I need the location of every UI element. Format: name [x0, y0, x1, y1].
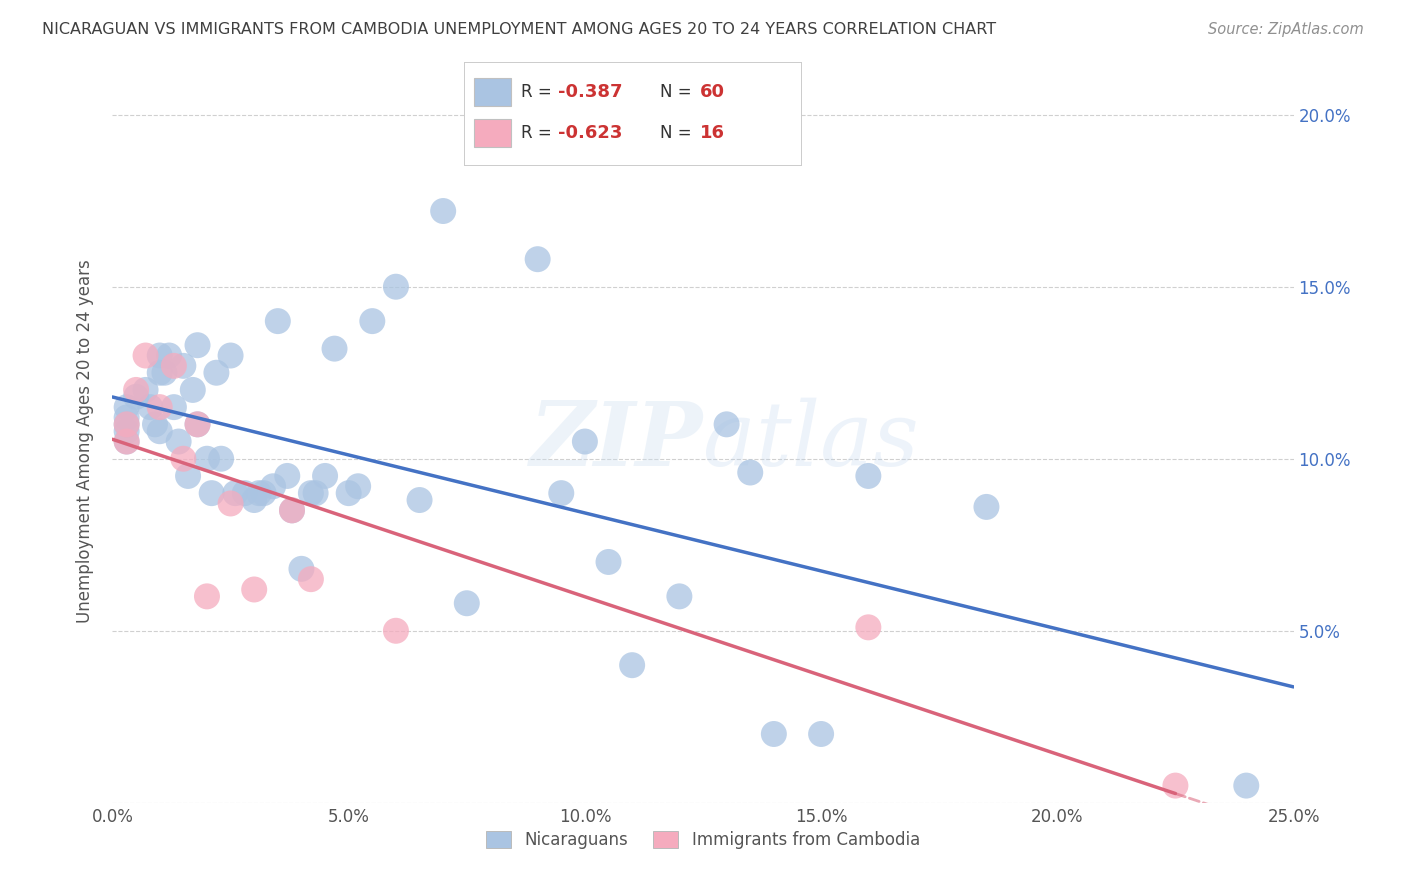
Text: NICARAGUAN VS IMMIGRANTS FROM CAMBODIA UNEMPLOYMENT AMONG AGES 20 TO 24 YEARS CO: NICARAGUAN VS IMMIGRANTS FROM CAMBODIA U…	[42, 22, 997, 37]
Point	[281, 503, 304, 517]
Point	[810, 727, 832, 741]
Point	[740, 466, 762, 480]
Point	[323, 342, 346, 356]
Point	[299, 572, 322, 586]
Point	[115, 400, 138, 414]
Point	[186, 417, 208, 432]
Point	[262, 479, 284, 493]
Point	[149, 366, 172, 380]
Point	[243, 493, 266, 508]
Text: 60: 60	[700, 83, 725, 101]
Point	[281, 503, 304, 517]
Point	[574, 434, 596, 449]
Point	[115, 417, 138, 432]
Point	[247, 486, 270, 500]
Point	[668, 590, 690, 604]
Point	[139, 400, 162, 414]
Text: 16: 16	[700, 124, 725, 142]
Point	[347, 479, 370, 493]
Point	[621, 658, 644, 673]
Point	[253, 486, 276, 500]
Point	[115, 434, 138, 449]
Text: -0.623: -0.623	[558, 124, 623, 142]
Text: N =: N =	[659, 124, 696, 142]
Point	[172, 451, 194, 466]
Point	[172, 359, 194, 373]
Point	[276, 469, 298, 483]
Point	[290, 562, 312, 576]
Point	[135, 349, 157, 363]
Point	[115, 424, 138, 438]
Point	[163, 400, 186, 414]
Point	[177, 469, 200, 483]
Point	[149, 349, 172, 363]
Point	[224, 486, 246, 500]
Text: R =: R =	[522, 124, 557, 142]
Point	[385, 624, 408, 638]
Bar	[474, 78, 512, 106]
Y-axis label: Unemployment Among Ages 20 to 24 years: Unemployment Among Ages 20 to 24 years	[76, 260, 94, 624]
Point	[186, 417, 208, 432]
Legend: Nicaraguans, Immigrants from Cambodia: Nicaraguans, Immigrants from Cambodia	[479, 824, 927, 856]
Point	[314, 469, 336, 483]
Point	[163, 359, 186, 373]
Point	[125, 383, 148, 397]
Point	[195, 451, 218, 466]
Point	[153, 366, 176, 380]
Point	[167, 434, 190, 449]
Point	[762, 727, 785, 741]
Point	[526, 252, 548, 267]
Point	[598, 555, 620, 569]
Text: -0.387: -0.387	[558, 83, 623, 101]
Point	[219, 349, 242, 363]
Point	[143, 417, 166, 432]
Point	[1234, 779, 1257, 793]
Point	[135, 383, 157, 397]
Text: N =: N =	[659, 83, 696, 101]
Point	[181, 383, 204, 397]
Point	[385, 279, 408, 293]
Point	[976, 500, 998, 514]
Text: atlas: atlas	[703, 398, 918, 485]
Point	[233, 486, 256, 500]
Point	[149, 424, 172, 438]
Point	[550, 486, 572, 500]
Point	[858, 469, 880, 483]
Point	[408, 493, 430, 508]
Point	[337, 486, 360, 500]
Text: ZIP: ZIP	[530, 399, 703, 484]
Point	[456, 596, 478, 610]
Point	[125, 390, 148, 404]
Point	[716, 417, 738, 432]
Point	[209, 451, 232, 466]
Bar	[474, 119, 512, 147]
Point	[1164, 779, 1187, 793]
Point	[149, 400, 172, 414]
Point	[115, 434, 138, 449]
Point	[195, 590, 218, 604]
Point	[157, 349, 180, 363]
Point	[858, 620, 880, 634]
Point	[205, 366, 228, 380]
Point	[243, 582, 266, 597]
Point	[304, 486, 326, 500]
Point	[115, 410, 138, 425]
Point	[115, 417, 138, 432]
Point	[299, 486, 322, 500]
Point	[432, 204, 454, 219]
Text: Source: ZipAtlas.com: Source: ZipAtlas.com	[1208, 22, 1364, 37]
Text: R =: R =	[522, 83, 557, 101]
Point	[219, 496, 242, 510]
Point	[201, 486, 224, 500]
Point	[186, 338, 208, 352]
Point	[267, 314, 290, 328]
Point	[361, 314, 384, 328]
